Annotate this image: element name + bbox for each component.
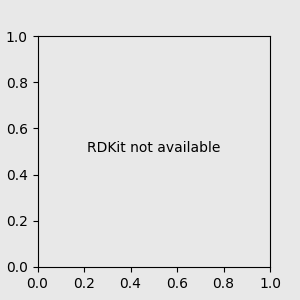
Text: RDKit not available: RDKit not available xyxy=(87,140,220,154)
